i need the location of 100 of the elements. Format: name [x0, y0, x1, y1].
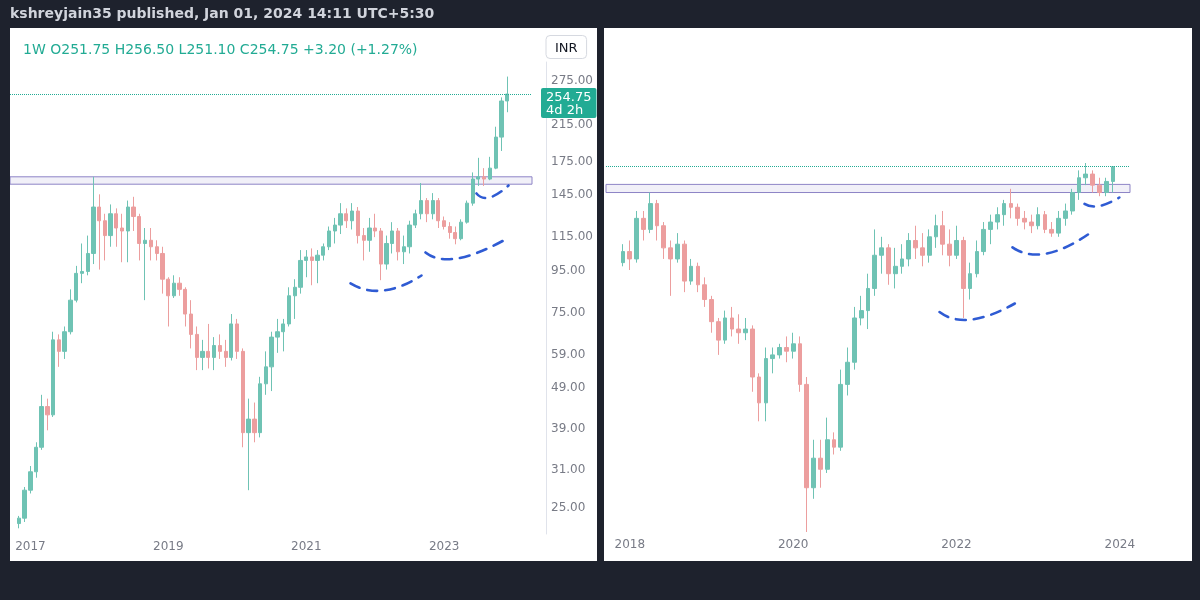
- y-tick-label: 25.00: [551, 500, 586, 515]
- candlestick: [723, 310, 727, 345]
- candlestick: [212, 336, 216, 371]
- candlestick: [872, 228, 877, 297]
- y-tick-label: 75.00: [551, 304, 586, 319]
- candlestick: [350, 202, 354, 230]
- y-tick-label: 59.00: [551, 347, 586, 362]
- candlestick: [1029, 214, 1034, 234]
- candlestick: [246, 398, 251, 491]
- candlestick: [80, 242, 84, 284]
- candlestick: [906, 232, 911, 267]
- candlestick: [968, 262, 972, 301]
- candlestick: [940, 210, 945, 256]
- candlestick: [627, 239, 632, 271]
- candlestick: [702, 276, 707, 308]
- candlestick: [1043, 210, 1047, 234]
- candlestick: [900, 243, 904, 275]
- candlestick: [791, 332, 796, 360]
- candlestick: [655, 199, 659, 241]
- candlestick: [103, 213, 107, 261]
- candlestick: [668, 239, 673, 297]
- candlestick: [961, 236, 966, 319]
- candlestick: [1022, 210, 1027, 230]
- candlestick: [784, 335, 789, 363]
- candlestick: [621, 243, 625, 267]
- candlestick: [682, 239, 687, 293]
- y-tick-label: 39.00: [551, 421, 586, 436]
- candlestick: [689, 258, 693, 286]
- candlestick: [845, 347, 850, 396]
- candlestick: [373, 213, 377, 238]
- candlestick: [736, 313, 741, 345]
- candlestick: [200, 339, 205, 371]
- candlestick: [818, 439, 823, 489]
- candlestick: [1104, 177, 1109, 197]
- candlestick: [927, 228, 932, 264]
- text: kshreyjain35 published, Jan 01, 2024 14:11 UTC+5:30: [10, 5, 435, 21]
- candlestick: [879, 236, 884, 275]
- candlestick: [482, 167, 486, 187]
- candlestick: [1077, 169, 1081, 201]
- x-tick-label: 2024: [1104, 537, 1136, 551]
- x-tick-label: 2020: [777, 537, 809, 551]
- candlestick: [287, 286, 291, 327]
- candlestick: [189, 299, 193, 349]
- candlestick: [362, 227, 366, 261]
- candlestick: [235, 318, 239, 360]
- candlestick: [981, 221, 986, 256]
- candlestick: [641, 210, 646, 241]
- candlestick: [913, 225, 918, 260]
- candlestick: [852, 306, 857, 371]
- candlestick: [750, 324, 755, 393]
- candlestick: [675, 232, 680, 264]
- y-tick-label: 215.00: [551, 117, 593, 132]
- candlestick: [832, 431, 836, 456]
- candlestick: [825, 417, 830, 474]
- candlestick: [716, 317, 721, 356]
- candlestick: [1063, 203, 1068, 227]
- x-tick-label: 2021: [291, 539, 322, 553]
- candlestick: [442, 216, 446, 230]
- candlestick: [1049, 221, 1054, 238]
- candlestick: [97, 193, 101, 271]
- y-tick-label: 115.00: [551, 228, 593, 243]
- candlestick: [419, 182, 423, 220]
- candlestick: [1083, 162, 1088, 186]
- candlestick: [172, 274, 176, 299]
- candlestick: [218, 333, 222, 360]
- candlestick: [149, 227, 153, 261]
- candlestick: [396, 227, 400, 261]
- candlestick: [459, 218, 463, 241]
- candlestick: [920, 232, 925, 267]
- candlestick: [934, 214, 938, 249]
- candlestick: [241, 347, 245, 448]
- candlestick: [886, 243, 891, 286]
- candlestick: [764, 347, 768, 422]
- candlestick: [126, 200, 130, 263]
- x-tick-label: 2022: [941, 537, 972, 551]
- candlestick: [367, 217, 372, 253]
- candlestick: [379, 227, 383, 281]
- candlestick: [1111, 166, 1115, 194]
- candlestick: [634, 210, 639, 264]
- candlestick: [838, 369, 843, 452]
- candlestick: [431, 192, 435, 220]
- candlestick: [954, 225, 959, 260]
- candlestick: [995, 206, 1000, 230]
- candlestick: [195, 325, 199, 371]
- candlestick: [114, 207, 118, 248]
- candlestick: [229, 313, 233, 361]
- chart-title: 1W O251.75 H256.50 L251.10 C254.75 +3.20 (+1.27%): [23, 41, 418, 57]
- candlestick: [310, 247, 314, 286]
- candlestick: [224, 339, 228, 368]
- candlestick: [648, 192, 653, 234]
- candlestick: [1097, 177, 1102, 197]
- candlestick: [1090, 169, 1095, 194]
- candlestick: [893, 247, 898, 289]
- candlestick: [120, 213, 124, 263]
- candlestick: [436, 197, 440, 229]
- candlestick: [1015, 203, 1020, 227]
- candlestick: [45, 398, 50, 431]
- candlestick: [770, 347, 775, 374]
- candlestick: [975, 239, 979, 278]
- y-axis-title: INR: [555, 39, 578, 55]
